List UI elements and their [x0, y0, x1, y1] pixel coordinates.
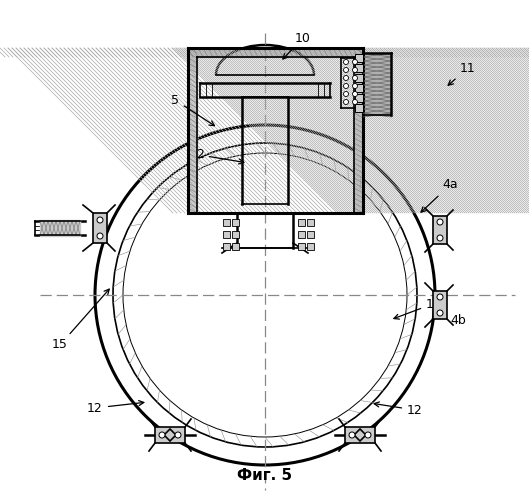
- Circle shape: [159, 432, 165, 438]
- Circle shape: [437, 294, 443, 300]
- Text: 4b: 4b: [435, 307, 466, 326]
- Circle shape: [352, 60, 358, 64]
- Circle shape: [352, 92, 358, 96]
- Bar: [223, 219, 230, 226]
- Bar: [355, 84, 363, 92]
- Bar: [355, 54, 363, 62]
- Text: Фиг. 5: Фиг. 5: [238, 468, 293, 482]
- Text: 1: 1: [394, 298, 434, 319]
- Bar: [355, 104, 363, 112]
- Bar: [298, 219, 305, 226]
- Circle shape: [352, 68, 358, 72]
- Polygon shape: [354, 429, 366, 441]
- Text: 4a: 4a: [421, 178, 458, 212]
- Circle shape: [343, 76, 349, 80]
- Circle shape: [349, 432, 355, 438]
- Bar: [355, 94, 363, 102]
- Circle shape: [343, 92, 349, 96]
- Text: 10: 10: [283, 32, 311, 59]
- Bar: [232, 231, 239, 238]
- Circle shape: [437, 235, 443, 241]
- Circle shape: [365, 432, 371, 438]
- Text: 12: 12: [374, 402, 423, 416]
- Bar: [307, 231, 314, 238]
- Text: 2: 2: [196, 148, 244, 164]
- Bar: [223, 243, 230, 250]
- Bar: [307, 243, 314, 250]
- Circle shape: [437, 310, 443, 316]
- Bar: [307, 219, 314, 226]
- Bar: [232, 219, 239, 226]
- Bar: [298, 243, 305, 250]
- Circle shape: [343, 68, 349, 72]
- Text: 5: 5: [171, 94, 214, 126]
- Bar: [223, 231, 230, 238]
- Circle shape: [437, 219, 443, 225]
- Circle shape: [343, 84, 349, 88]
- Circle shape: [175, 432, 181, 438]
- Circle shape: [97, 233, 103, 239]
- Bar: [232, 243, 239, 250]
- Bar: [433, 291, 447, 319]
- Text: 11: 11: [448, 62, 476, 86]
- Circle shape: [352, 76, 358, 80]
- Circle shape: [352, 84, 358, 88]
- Bar: [93, 213, 107, 243]
- Bar: [355, 64, 363, 72]
- Circle shape: [352, 100, 358, 104]
- Text: 15: 15: [52, 289, 110, 352]
- Bar: [298, 231, 305, 238]
- Bar: [155, 427, 185, 443]
- Bar: [355, 74, 363, 82]
- Circle shape: [343, 60, 349, 64]
- Text: 12: 12: [87, 400, 144, 414]
- Bar: [345, 427, 375, 443]
- Circle shape: [343, 100, 349, 104]
- Circle shape: [97, 217, 103, 223]
- Polygon shape: [164, 429, 176, 441]
- Bar: [433, 216, 447, 244]
